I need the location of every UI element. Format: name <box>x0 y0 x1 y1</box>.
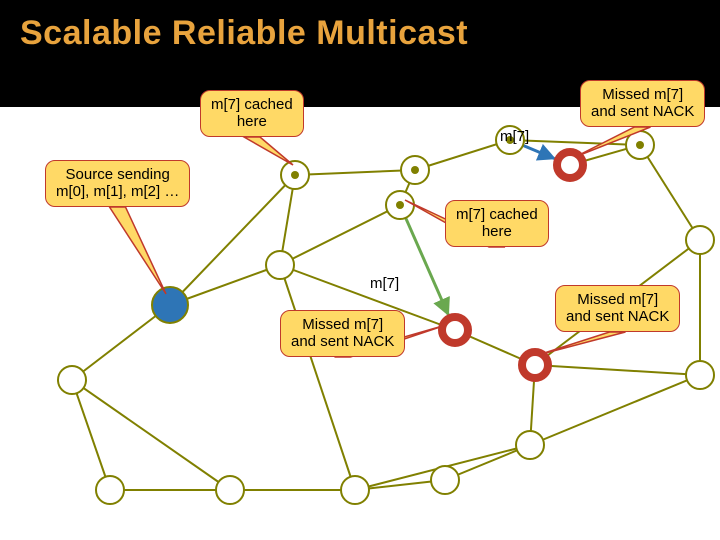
source-node <box>152 287 188 323</box>
miss-node <box>442 317 468 343</box>
callout-box: Source sendingm[0], m[1], m[2] … <box>45 160 190 207</box>
edge <box>280 265 355 490</box>
callout-box: Missed m[7]and sent NACK <box>580 80 705 127</box>
edge <box>280 205 400 265</box>
relay-dot <box>396 201 404 209</box>
edge <box>510 140 640 145</box>
diagram-stage: Source sendingm[0], m[1], m[2] …m[7] cac… <box>0 0 720 540</box>
miss-node <box>522 352 548 378</box>
flow-arrow <box>523 145 554 158</box>
callout-box: m[7] cachedhere <box>200 90 304 137</box>
relay-dot <box>411 166 419 174</box>
network-node <box>341 476 369 504</box>
network-node <box>686 361 714 389</box>
relay-dot <box>636 141 644 149</box>
callout-pointer <box>538 332 626 355</box>
network-node <box>216 476 244 504</box>
edge <box>72 380 230 490</box>
network-node <box>266 251 294 279</box>
callout-pointer <box>110 207 167 294</box>
edge <box>72 380 110 490</box>
edge <box>530 375 700 445</box>
flow-arrow <box>406 218 449 315</box>
relay-dot <box>291 171 299 179</box>
network-node <box>516 431 544 459</box>
edge <box>640 145 700 240</box>
network-node <box>96 476 124 504</box>
network-node <box>431 466 459 494</box>
callout-box: Missed m[7]and sent NACK <box>280 310 405 357</box>
callout-pointer <box>244 137 293 165</box>
callout-box: Missed m[7]and sent NACK <box>555 285 680 332</box>
network-node <box>58 366 86 394</box>
flow-label: m[7] <box>500 128 529 145</box>
network-node <box>686 226 714 254</box>
callout-box: m[7] cachedhere <box>445 200 549 247</box>
edge <box>295 170 415 175</box>
flow-label: m[7] <box>370 275 399 292</box>
edge <box>535 365 700 375</box>
